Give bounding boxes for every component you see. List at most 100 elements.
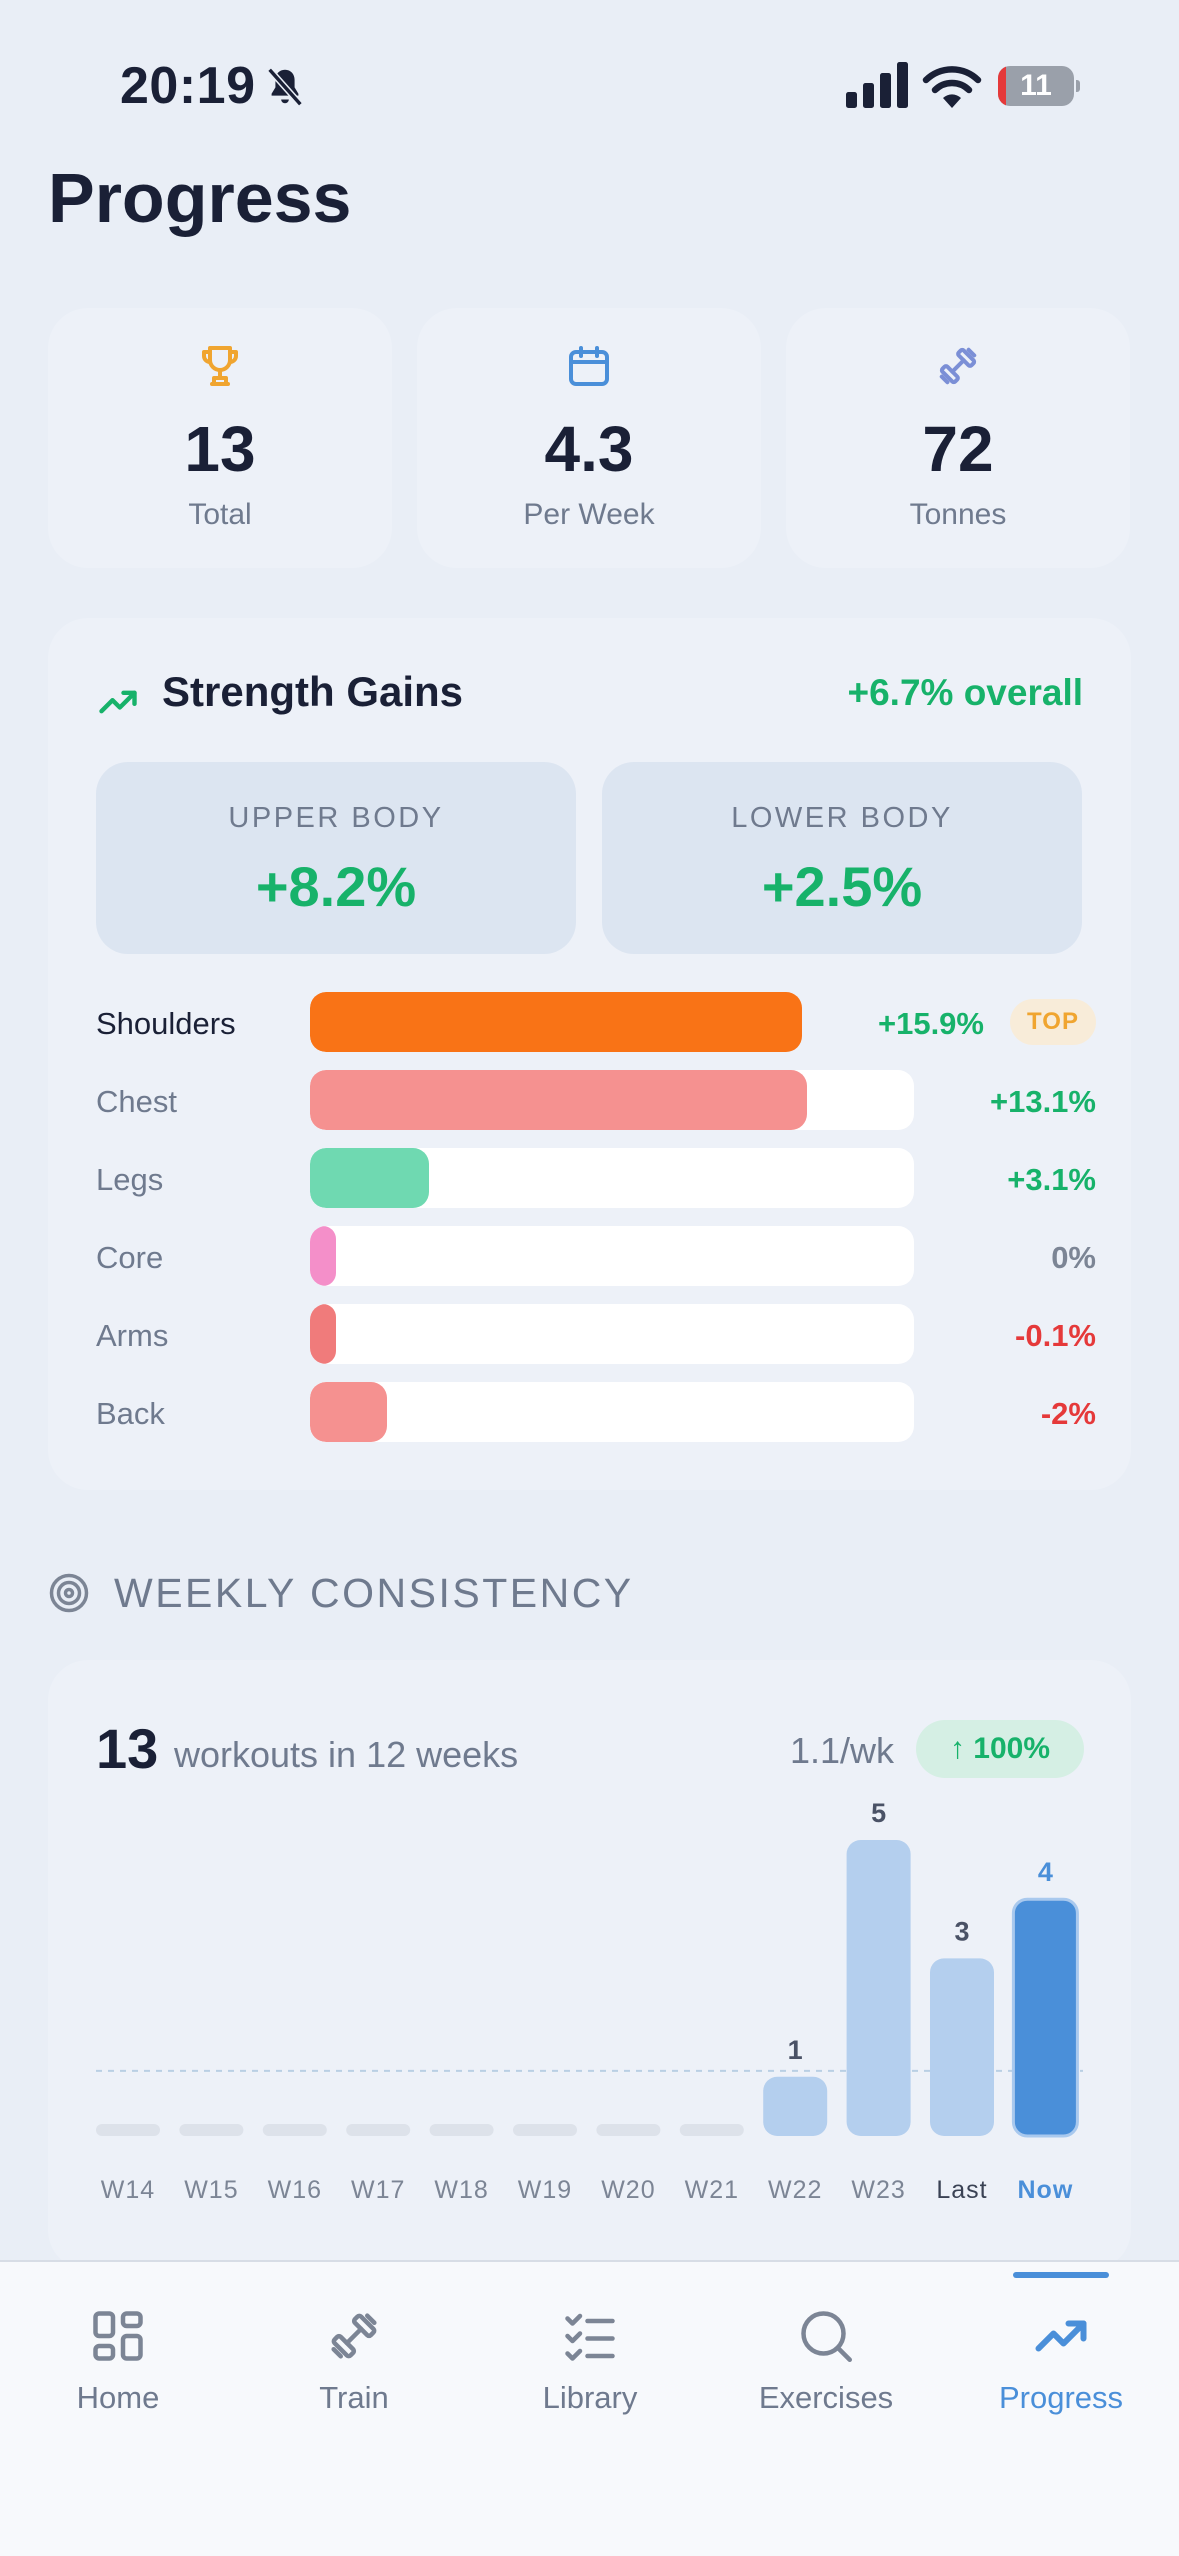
tab-label: Home [76,2380,160,2415]
weekly-bar-w23[interactable] [846,1840,911,2136]
battery-indicator: 11 [998,66,1080,106]
stat-value: 13 [184,413,256,485]
bar-value-label: 4 [1038,1857,1053,1887]
muscle-bar-fill [310,1382,388,1442]
week-label: W15 [184,2176,238,2204]
bar-value-label: 3 [954,1916,969,1946]
stat-card-tonnes: 72 Tonnes [786,308,1130,568]
strength-gains-title: Strength Gains [162,668,464,715]
muscle-percent: -0.1% [1015,1318,1096,1353]
tab-train[interactable]: Train [236,2262,472,2462]
tab-bar: Home Train Library Exerci [0,2260,1179,2556]
weekly-bar-last[interactable] [930,1958,994,2136]
battery-level: 11 [1020,69,1052,102]
muscle-bar-fill [310,992,803,1052]
weekly-bar-empty-w15 [179,2124,244,2136]
muscle-name: Shoulders [96,1006,236,1041]
trending-up-icon [99,690,137,714]
muscle-bar-track [310,992,914,1052]
muscle-bar-track [310,1070,914,1130]
active-tab-indicator [1013,2272,1109,2278]
week-label: W23 [851,2176,905,2204]
muscle-bar-fill [310,1226,336,1286]
muscle-row-chest: Chest +13.1% [96,1070,1096,1132]
weekly-bar-empty-w14 [96,2124,160,2136]
muscle-row-core: Core 0% [96,1226,1096,1288]
tab-label: Library [542,2380,638,2415]
workout-count: 13 [96,1717,159,1780]
workout-description: workouts in 12 weeks [174,1734,519,1775]
stat-value: 4.3 [544,413,634,485]
muscle-row-shoulders: Shoulders +15.9% TOP [96,992,1096,1054]
tab-library[interactable]: Library [472,2262,708,2462]
grid-icon [93,2311,143,2361]
muscle-bar-track [310,1304,914,1364]
stat-label: Tonnes [909,498,1007,531]
tab-label: Progress [998,2380,1124,2415]
bar-value-label: 5 [871,1798,886,1828]
dumbbell-icon [331,2313,377,2359]
week-label: W17 [351,2176,405,2204]
checklist-icon [565,2313,615,2361]
muscle-name: Arms [96,1318,169,1353]
tab-home[interactable]: Home [0,2262,236,2462]
muscle-bar-track [310,1148,914,1208]
bar-value-label: 1 [788,2035,803,2065]
strength-overall: +6.7% overall [847,672,1083,713]
status-bar: 20:19 11 [0,0,1179,150]
stat-value: 72 [922,413,994,485]
muscle-name: Chest [96,1084,177,1119]
weekly-bar-now[interactable] [1011,1897,1079,2138]
week-label: W22 [768,2176,822,2204]
week-label: W20 [601,2176,655,2204]
dumbbell-icon [939,347,977,385]
week-label: Last [936,2176,987,2204]
muscle-row-back: Back -2% [96,1382,1096,1444]
stat-label: Total [188,498,252,531]
week-label: W16 [268,2176,322,2204]
muscle-bar-track [310,1226,914,1286]
muscle-percent: +3.1% [1007,1162,1096,1197]
muscle-percent: -2% [1040,1396,1096,1431]
muscle-row-legs: Legs +3.1% [96,1148,1096,1210]
muscle-bar-fill [310,1070,808,1130]
page-title: Progress [48,159,352,237]
muscle-name: Core [96,1240,164,1275]
stat-card-per-week: 4.3 Per Week [417,308,761,568]
search-icon [801,2311,852,2362]
lower-body-label: LOWER BODY [731,802,953,834]
weekly-bar-empty-w16 [262,2124,327,2136]
weekly-bar-w22[interactable] [763,2076,828,2136]
workout-rate: 1.1/wk [790,1730,895,1771]
section-title: WEEKLY CONSISTENCY [114,1570,634,1616]
muscle-row-arms: Arms -0.1% [96,1304,1096,1366]
weekly-bar-chart: W14 W15 W16 W17 W18 W19 W20 W21 1 W22 5 W23 3 Last 4 No… [96,1798,1083,2204]
strength-gains-card: Strength Gains +6.7% overall UPPER BODY … [48,618,1131,1490]
weekly-bar-empty-w18 [429,2124,494,2136]
weekly-consistency-card: 13 workouts in 12 weeks 1.1/wk ↑ 100% W1… [48,1660,1131,2270]
top-badge: TOP [1010,999,1096,1045]
tab-progress[interactable]: Progress [943,2262,1179,2462]
lower-body-value: +2.5% [761,855,923,918]
week-label: W19 [518,2176,572,2204]
muscle-percent: +15.9% [877,1006,984,1041]
trending-up-icon [1035,2320,1087,2352]
muscle-bar-track [310,1382,914,1442]
tab-label: Exercises [758,2380,894,2415]
week-label: W18 [434,2176,488,2204]
muscle-name: Back [96,1396,165,1431]
week-label: W14 [101,2176,155,2204]
upper-body-label: UPPER BODY [228,802,444,834]
muscle-percent: 0% [1051,1240,1096,1275]
week-label: W21 [685,2176,739,2204]
muscle-bar-fill [310,1304,336,1364]
target-icon [49,1573,89,1613]
weekly-bar-empty-w19 [513,2124,577,2136]
muscle-percent: +13.1% [989,1084,1096,1119]
upper-body-box: UPPER BODY +8.2% [96,762,576,954]
tab-exercises[interactable]: Exercises [708,2262,944,2462]
weekly-bar-empty-w21 [679,2124,744,2136]
calendar-icon [569,346,609,386]
bell-slash-icon [267,67,303,107]
muscle-name: Legs [96,1162,164,1197]
